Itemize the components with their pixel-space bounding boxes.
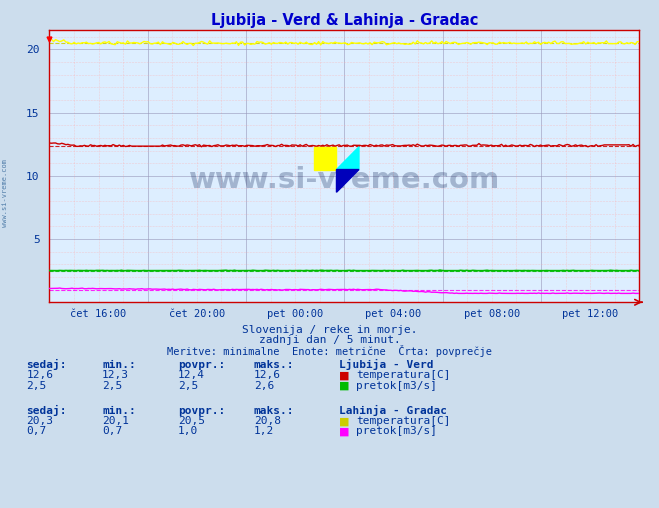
Text: 20,3: 20,3	[26, 416, 53, 426]
Text: Ljubija - Verd: Ljubija - Verd	[339, 359, 434, 370]
Text: maks.:: maks.:	[254, 406, 294, 416]
Text: 0,7: 0,7	[26, 426, 47, 436]
Text: 2,5: 2,5	[178, 380, 198, 391]
Text: 1,0: 1,0	[178, 426, 198, 436]
Text: 20,5: 20,5	[178, 416, 205, 426]
Title: Ljubija - Verd & Lahinja - Gradac: Ljubija - Verd & Lahinja - Gradac	[211, 13, 478, 28]
Text: ■: ■	[339, 380, 350, 391]
Polygon shape	[337, 147, 359, 170]
Text: 0,7: 0,7	[102, 426, 123, 436]
Text: min.:: min.:	[102, 360, 136, 370]
Text: temperatura[C]: temperatura[C]	[356, 370, 450, 380]
Text: pet 08:00: pet 08:00	[464, 309, 520, 319]
Text: čet 16:00: čet 16:00	[71, 309, 127, 319]
Text: pet 04:00: pet 04:00	[365, 309, 422, 319]
Text: www.si-vreme.com: www.si-vreme.com	[2, 159, 9, 227]
Text: Lahinja - Gradac: Lahinja - Gradac	[339, 405, 447, 416]
Text: ■: ■	[339, 370, 350, 380]
Text: 20,8: 20,8	[254, 416, 281, 426]
Text: čet 20:00: čet 20:00	[169, 309, 225, 319]
Text: 20,1: 20,1	[102, 416, 129, 426]
Text: povpr.:: povpr.:	[178, 406, 225, 416]
Polygon shape	[337, 170, 359, 193]
Text: maks.:: maks.:	[254, 360, 294, 370]
Text: temperatura[C]: temperatura[C]	[356, 416, 450, 426]
Text: pet 12:00: pet 12:00	[562, 309, 618, 319]
Text: 12,6: 12,6	[26, 370, 53, 380]
Text: 12,3: 12,3	[102, 370, 129, 380]
Text: zadnji dan / 5 minut.: zadnji dan / 5 minut.	[258, 335, 401, 345]
Text: 12,4: 12,4	[178, 370, 205, 380]
Text: ■: ■	[339, 416, 350, 426]
Text: sedaj:: sedaj:	[26, 359, 67, 370]
Text: 2,5: 2,5	[26, 380, 47, 391]
Text: povpr.:: povpr.:	[178, 360, 225, 370]
Text: min.:: min.:	[102, 406, 136, 416]
Text: sedaj:: sedaj:	[26, 405, 67, 416]
Text: 12,6: 12,6	[254, 370, 281, 380]
Text: 1,2: 1,2	[254, 426, 274, 436]
Text: Meritve: minimalne  Enote: metrične  Črta: povprečje: Meritve: minimalne Enote: metrične Črta:…	[167, 345, 492, 358]
Text: Slovenija / reke in morje.: Slovenija / reke in morje.	[242, 325, 417, 335]
Text: www.si-vreme.com: www.si-vreme.com	[188, 166, 500, 194]
Text: 2,5: 2,5	[102, 380, 123, 391]
Text: ■: ■	[339, 426, 350, 436]
Bar	[314, 147, 337, 170]
Text: pet 00:00: pet 00:00	[267, 309, 324, 319]
Text: pretok[m3/s]: pretok[m3/s]	[356, 380, 437, 391]
Text: 2,6: 2,6	[254, 380, 274, 391]
Text: pretok[m3/s]: pretok[m3/s]	[356, 426, 437, 436]
